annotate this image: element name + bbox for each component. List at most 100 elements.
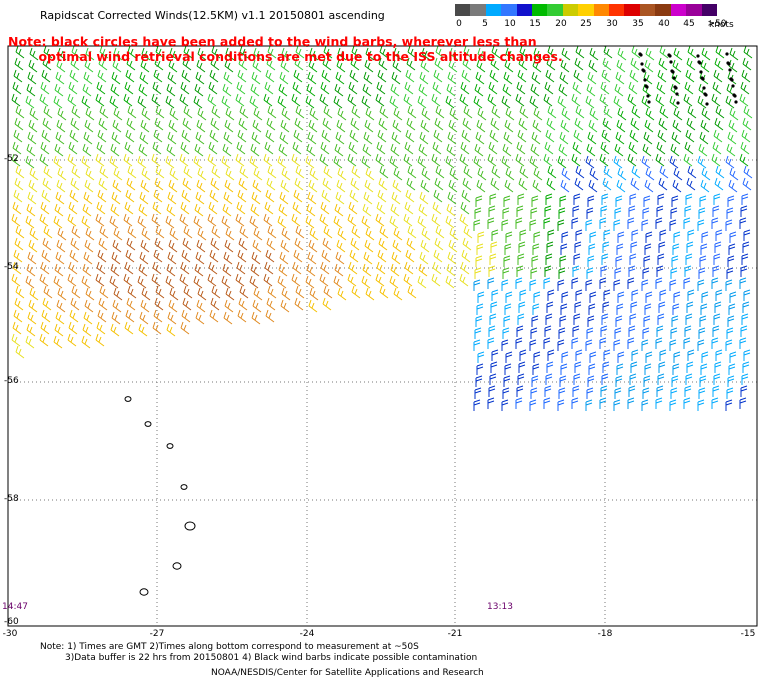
wind-barb <box>68 261 78 275</box>
wind-barb <box>571 397 579 409</box>
wind-barb <box>729 107 739 121</box>
wind-barb <box>84 119 94 133</box>
wind-barb <box>503 375 511 387</box>
wind-barb <box>421 107 431 121</box>
wind-barb <box>180 261 190 275</box>
wind-barb <box>531 375 539 387</box>
wind-barb <box>669 279 677 291</box>
wind-barb <box>363 131 373 145</box>
wind-barb <box>197 47 207 61</box>
wind-barb <box>83 311 93 325</box>
wind-barb <box>560 303 568 315</box>
wind-barb <box>420 179 430 193</box>
wind-barb <box>487 93 497 107</box>
wind-barb <box>589 167 599 181</box>
wind-barb <box>350 177 360 191</box>
wind-barb <box>223 191 233 205</box>
wind-barb <box>712 325 720 337</box>
wind-barb <box>461 249 471 263</box>
wind-barb <box>210 57 220 71</box>
wind-barb <box>182 237 192 251</box>
scale-tick-label: 30 <box>606 19 618 29</box>
wind-barb <box>179 273 189 287</box>
wind-barb <box>252 179 262 193</box>
wind-barb <box>558 207 566 219</box>
wind-barb <box>588 119 598 133</box>
wind-barb <box>292 261 302 275</box>
wind-barb <box>699 315 707 327</box>
wind-barb <box>197 167 207 181</box>
wind-barb <box>376 141 386 155</box>
wind-barb <box>644 179 654 193</box>
wind-barb <box>266 117 276 131</box>
wind-barb <box>404 141 414 155</box>
wind-barb <box>630 117 640 131</box>
wind-barb <box>715 105 725 119</box>
wind-barb <box>504 119 514 133</box>
wind-barb <box>183 165 193 179</box>
scale-swatch <box>686 4 702 16</box>
wind-barb <box>697 279 705 291</box>
wind-barb <box>13 189 23 203</box>
wind-barb <box>617 351 625 363</box>
lon-label: -15 <box>740 629 756 639</box>
wind-barb <box>393 227 403 241</box>
wind-barb <box>153 69 163 83</box>
wind-barb <box>54 263 64 277</box>
wind-barb <box>697 95 707 109</box>
wind-barb <box>420 239 430 253</box>
wind-barb <box>42 57 52 71</box>
wind-barb <box>460 201 470 215</box>
wind-barb <box>40 141 50 155</box>
wind-barb <box>587 375 595 387</box>
wind-barb <box>558 143 568 157</box>
wind-barb <box>265 249 275 263</box>
wind-barb <box>41 189 51 203</box>
wind-barb <box>306 203 316 217</box>
wind-barb <box>743 105 753 119</box>
wind-barb <box>55 191 65 205</box>
wind-barb <box>70 237 80 251</box>
wind-barb <box>630 301 638 313</box>
wind-barb <box>501 339 509 351</box>
wind-barb <box>141 47 151 61</box>
wind-barb <box>95 153 105 167</box>
wind-barb <box>529 155 539 169</box>
wind-barb <box>714 117 724 131</box>
wind-barb <box>267 165 277 179</box>
wind-barb <box>530 387 538 399</box>
wind-barb <box>141 287 151 301</box>
contamination-circle <box>728 68 732 72</box>
wind-barb <box>337 107 347 121</box>
wind-barb <box>435 45 445 59</box>
wind-barb <box>211 45 221 59</box>
wind-barb <box>169 227 179 241</box>
wind-barb <box>683 153 693 167</box>
wind-barb <box>460 141 470 155</box>
wind-barb <box>404 81 414 95</box>
wind-barb <box>417 155 427 169</box>
wind-barb <box>165 155 175 169</box>
wind-barb <box>585 155 595 169</box>
wind-barb <box>222 143 232 157</box>
wind-barb <box>575 45 585 59</box>
wind-barb <box>476 179 486 193</box>
wind-barb <box>109 155 119 169</box>
wind-barb <box>85 227 95 241</box>
wind-barb <box>407 105 417 119</box>
wind-barb <box>544 265 552 277</box>
wind-barb <box>575 289 583 301</box>
wind-barb <box>277 275 287 289</box>
wind-barb <box>125 189 135 203</box>
wind-barb <box>351 225 361 239</box>
wind-barb <box>322 237 332 251</box>
wind-barb <box>85 287 95 301</box>
wind-barb <box>407 165 417 179</box>
wind-barb <box>686 117 696 131</box>
wind-barb <box>333 155 343 169</box>
wind-barb <box>195 71 205 85</box>
scale-swatch <box>624 4 640 16</box>
wind-barb <box>687 45 697 59</box>
wind-barb <box>431 93 441 107</box>
wind-barb <box>167 311 177 325</box>
